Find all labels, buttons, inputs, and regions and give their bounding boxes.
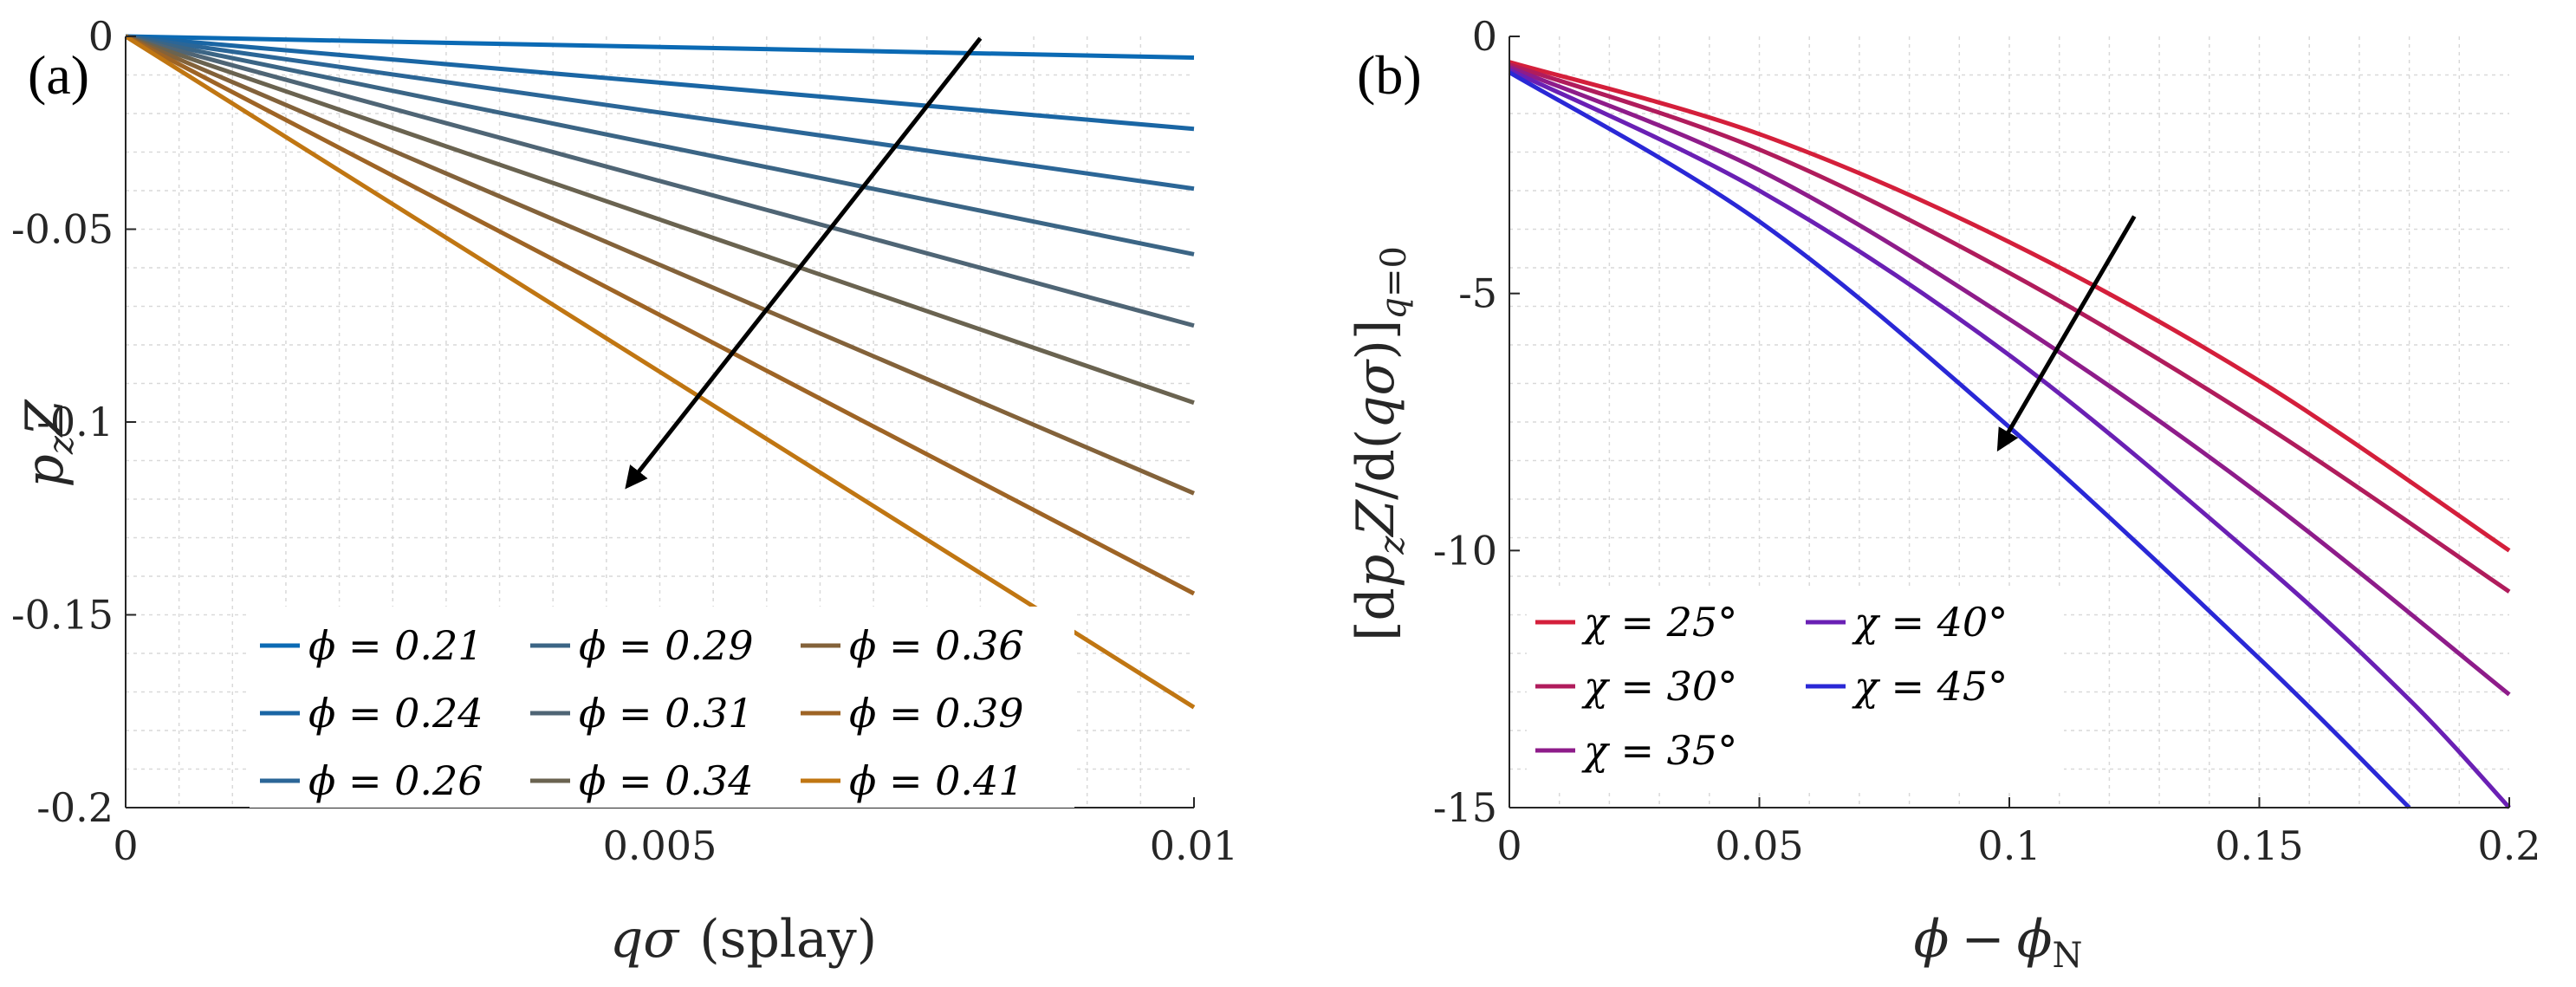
panel-b-legend-box <box>1527 589 2064 789</box>
panel-b-legend: χ = 25° χ = 30° χ = 35° χ = 40° χ = 45° <box>1527 589 2064 789</box>
y-tick-label: 0 <box>1472 13 1497 60</box>
legend-entry-b-0: χ = 25° <box>1535 599 1737 646</box>
series-line-b-2 <box>1509 65 2511 697</box>
panel-a-arrow <box>625 36 983 490</box>
legend-label: χ = 35° <box>1581 727 1737 774</box>
y-tick-label: -10 <box>1433 527 1497 574</box>
series-line-a-3 <box>125 34 1195 256</box>
y-tick-label: -0.15 <box>11 592 114 639</box>
legend-label: ϕ = 0.29 <box>579 622 754 669</box>
panel-a-series <box>124 34 1196 710</box>
series-line-a-5 <box>125 34 1195 406</box>
legend-entry-a-4: ϕ = 0.31 <box>530 690 754 737</box>
series-line-b-0 <box>1509 60 2511 553</box>
x-tick-label: 0.05 <box>1715 822 1803 869</box>
x-tick-label: 0 <box>113 822 138 869</box>
panel-a-ylabel: pzZ <box>15 399 81 488</box>
trend-arrow <box>625 36 983 490</box>
legend-entry-a-6: ϕ = 0.36 <box>801 622 1024 669</box>
x-tick-label: 0 <box>1496 822 1522 869</box>
legend-label: χ = 40° <box>1852 599 2008 646</box>
series-line-a-7 <box>124 34 1196 596</box>
svg-text:[dpzZ/d(qσ)]q=0: [dpzZ/d(qσ)]q=0 <box>1346 246 1414 641</box>
series-line-a-4 <box>125 34 1195 328</box>
panel-a-xlabel: qσ (splay) <box>610 909 877 970</box>
legend-label: ϕ = 0.26 <box>308 757 483 804</box>
legend-entry-a-3: ϕ = 0.29 <box>530 622 754 669</box>
legend-label: χ = 25° <box>1581 599 1737 646</box>
legend-entry-a-1: ϕ = 0.24 <box>260 690 483 737</box>
panel-b-xlabel: ϕ − ϕN <box>1913 909 2082 976</box>
legend-entry-a-0: ϕ = 0.21 <box>260 622 483 669</box>
legend-label: ϕ = 0.24 <box>308 690 483 737</box>
panel-a-legend: ϕ = 0.21 ϕ = 0.24 ϕ = 0.26 ϕ = 0.29 ϕ = 0.31… <box>250 607 1074 808</box>
svg-text:pzZ: pzZ <box>15 399 81 488</box>
legend-label: ϕ = 0.21 <box>308 622 483 669</box>
legend-label: ϕ = 0.39 <box>849 690 1024 737</box>
panel-b-arrow <box>1996 215 2137 452</box>
series-line-a-0 <box>125 34 1195 60</box>
y-tick-label: -0.05 <box>11 206 114 253</box>
series-line-a-8 <box>124 34 1196 710</box>
series-line-b-1 <box>1509 62 2511 594</box>
x-tick-label: 0.2 <box>2477 822 2540 869</box>
series-line-a-2 <box>125 34 1195 192</box>
legend-entry-a-7: ϕ = 0.39 <box>801 690 1024 737</box>
x-tick-label: 0.15 <box>2215 822 2303 869</box>
panel-a: (a) 0 0.005 0.01 0 -0.05 -0.1 -0.15 -0.2 qσ (spl… <box>11 13 1238 970</box>
y-tick-label: -0.1 <box>36 399 114 445</box>
legend-label: ϕ = 0.31 <box>579 690 754 737</box>
legend-entry-b-3: χ = 40° <box>1806 599 2008 646</box>
y-tick-label: -0.2 <box>36 784 114 831</box>
x-tick-label: 0.1 <box>1977 822 2041 869</box>
legend-entry-a-8: ϕ = 0.41 <box>801 757 1024 804</box>
x-tick-label: 0.01 <box>1150 822 1238 869</box>
panel-b: (b) 0 0.05 0.1 0.15 0.2 0 -5 -10 -15 ϕ − ϕN [dpzZ/… <box>1346 13 2541 976</box>
x-tick-label: 0.005 <box>603 822 717 869</box>
y-tick-label: -15 <box>1433 784 1497 831</box>
legend-label: ϕ = 0.34 <box>579 757 754 804</box>
y-tick-label: 0 <box>88 13 114 60</box>
panel-b-series <box>1508 60 2511 809</box>
legend-entry-a-2: ϕ = 0.26 <box>260 757 483 804</box>
panel-b-axes: 0 0.05 0.1 0.15 0.2 0 -5 -10 -15 <box>1433 13 2541 869</box>
series-line-b-3 <box>1508 68 2511 809</box>
legend-entry-a-5: ϕ = 0.34 <box>530 757 754 804</box>
legend-entry-b-2: χ = 35° <box>1535 727 1737 774</box>
trend-arrow <box>1996 215 2137 452</box>
legend-label: χ = 30° <box>1581 663 1737 710</box>
panel-b-label: (b) <box>1357 44 1422 106</box>
series-line-a-1 <box>125 34 1195 132</box>
legend-label: ϕ = 0.36 <box>849 622 1024 669</box>
panel-a-legend-box <box>250 607 1074 808</box>
svg-text:qσ(splay): qσ (splay) <box>610 909 877 970</box>
legend-label: ϕ = 0.41 <box>849 757 1024 804</box>
y-tick-label: -5 <box>1458 270 1497 317</box>
svg-text:ϕ−ϕN: ϕ − ϕN <box>1913 909 2082 976</box>
legend-entry-b-4: χ = 45° <box>1806 663 2008 710</box>
panel-a-label: (a) <box>28 44 89 106</box>
legend-entry-b-1: χ = 30° <box>1535 663 1737 710</box>
series-line-b-4 <box>1508 70 2411 809</box>
legend-label: χ = 45° <box>1852 663 2008 710</box>
series-line-a-6 <box>125 34 1195 496</box>
panel-b-ylabel: [dpzZ/d(qσ)]q=0 <box>1346 246 1414 641</box>
